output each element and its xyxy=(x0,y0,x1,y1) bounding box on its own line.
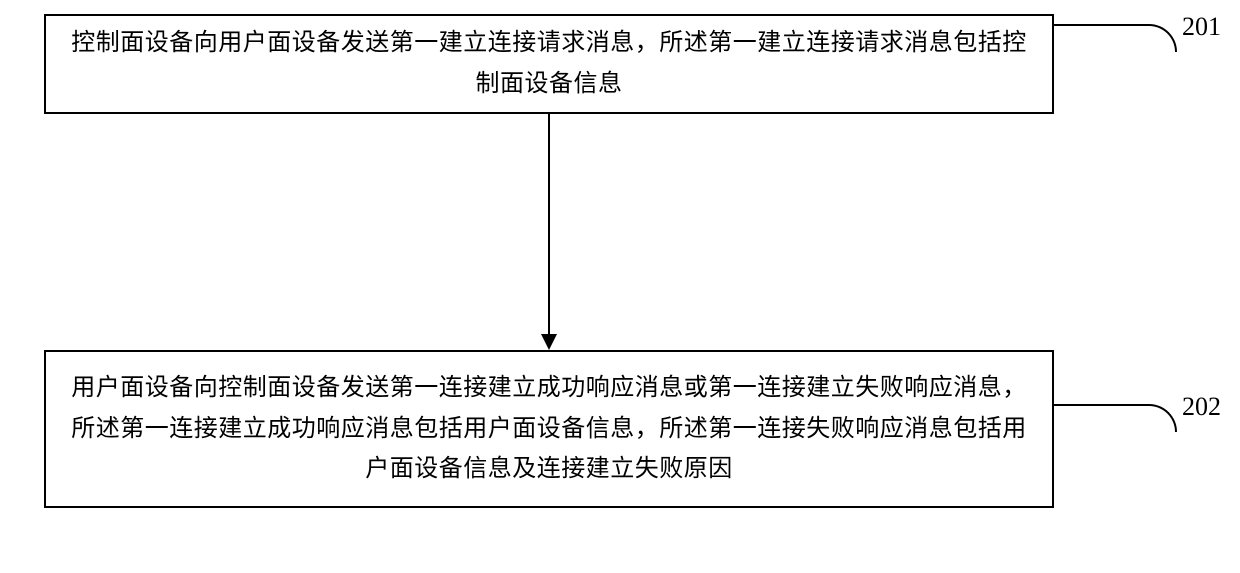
leader-line-202 xyxy=(1053,404,1177,432)
step-label-201: 201 xyxy=(1182,12,1221,42)
step-label-202: 202 xyxy=(1182,392,1221,422)
flowchart-canvas: 控制面设备向用户面设备发送第一建立连接请求消息，所述第一建立连接请求消息包括控制… xyxy=(0,0,1240,573)
step-box-201: 控制面设备向用户面设备发送第一建立连接请求消息，所述第一建立连接请求消息包括控制… xyxy=(44,14,1054,114)
leader-line-201 xyxy=(1053,24,1177,52)
arrow-shaft xyxy=(548,114,550,334)
arrow-head-icon xyxy=(541,334,557,350)
step-text-202: 用户面设备向控制面设备发送第一连接建立成功响应消息或第一连接建立失败响应消息，所… xyxy=(70,368,1028,490)
step-text-201: 控制面设备向用户面设备发送第一建立连接请求消息，所述第一建立连接请求消息包括控制… xyxy=(70,23,1028,105)
step-box-202: 用户面设备向控制面设备发送第一连接建立成功响应消息或第一连接建立失败响应消息，所… xyxy=(44,350,1054,508)
